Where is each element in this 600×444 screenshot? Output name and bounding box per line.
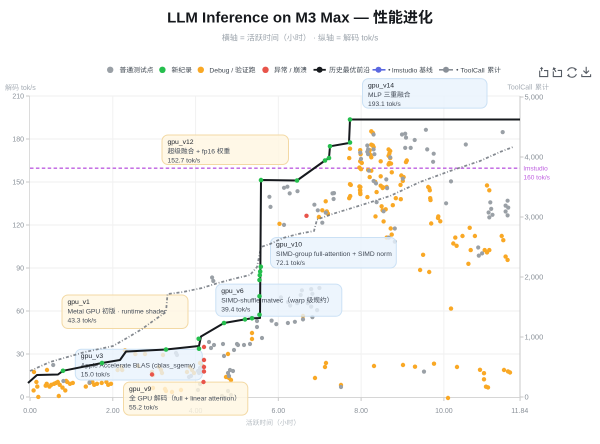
svg-text:ToolCall: ToolCall [507, 85, 534, 92]
svg-text:warp: warp [289, 297, 306, 304]
svg-text:60: 60 [16, 309, 24, 316]
svg-text:gpu_v14: gpu_v14 [368, 83, 394, 90]
svg-text:10.00: 10.00 [435, 408, 453, 415]
svg-text:1,000: 1,000 [525, 333, 544, 342]
svg-text:SIMD-group full-attention + SI: SIMD-group full-attention + SIMD norm [276, 251, 392, 258]
svg-text:11.84: 11.84 [511, 408, 528, 415]
svg-text:+ fp16: + fp16 [194, 148, 217, 155]
svg-text:2,000: 2,000 [525, 273, 544, 282]
svg-text:150: 150 [12, 180, 24, 187]
svg-text:30: 30 [16, 352, 24, 359]
svg-text:Metal GPU: Metal GPU [68, 308, 103, 315]
svg-text:8.00: 8.00 [354, 408, 368, 415]
svg-text:LLM Inference on M3 Max —: LLM Inference on M3 Max — [167, 10, 373, 27]
svg-text:39.4 tok/s: 39.4 tok/s [221, 306, 251, 313]
svg-text:·: · [311, 34, 318, 43]
svg-text:55.2 tok/s: 55.2 tok/s [129, 404, 159, 411]
svg-text:2.00: 2.00 [106, 408, 120, 415]
svg-text:0.00: 0.00 [23, 408, 37, 415]
svg-text:72.1 tok/s: 72.1 tok/s [276, 260, 306, 267]
svg-text:=: = [334, 34, 343, 43]
svg-text:=: = [238, 34, 247, 43]
svg-text:90: 90 [16, 266, 24, 273]
svg-text:160 tok/s: 160 tok/s [524, 175, 551, 182]
svg-text:180: 180 [12, 137, 24, 144]
svg-text:gpu_v12: gpu_v12 [168, 139, 194, 146]
svg-text:lmstudio: lmstudio [524, 166, 549, 173]
svg-text:gpu_v9: gpu_v9 [129, 386, 152, 393]
svg-text:tok/s: tok/s [19, 85, 36, 92]
svg-text:5,000: 5,000 [525, 93, 544, 102]
svg-text:gpu_v1: gpu_v1 [68, 299, 91, 306]
svg-text:Apple Accelerate BLAS (cblas_s: Apple Accelerate BLAS (cblas_sgemv) [81, 363, 196, 370]
svg-text:0: 0 [525, 393, 529, 402]
svg-text:GPU: GPU [136, 395, 154, 402]
svg-text:0: 0 [20, 395, 24, 402]
svg-text:lmstudio: lmstudio [392, 67, 419, 74]
svg-text:193.1 tok/s: 193.1 tok/s [368, 101, 401, 108]
svg-text:120: 120 [12, 223, 24, 230]
svg-text:Debug /: Debug / [209, 67, 235, 74]
svg-text:SIMD-shuffle matvec: SIMD-shuffle matvec [221, 297, 284, 304]
svg-text:6.00: 6.00 [272, 408, 286, 415]
svg-text:15.0 tok/s: 15.0 tok/s [81, 372, 111, 379]
svg-text:43.3 tok/s: 43.3 tok/s [68, 317, 98, 324]
svg-text:full + linear attention: full + linear attention [174, 395, 234, 402]
svg-text:ToolCall: ToolCall [461, 67, 487, 74]
svg-text:· runtime shader: · runtime shader [116, 308, 167, 315]
svg-text:gpu_v6: gpu_v6 [221, 288, 244, 295]
svg-text:MLP: MLP [368, 92, 384, 99]
svg-text:tok/s: tok/s [359, 34, 378, 43]
svg-text:4,000: 4,000 [525, 153, 544, 162]
svg-text:gpu_v10: gpu_v10 [276, 242, 302, 249]
svg-text:gpu_v3: gpu_v3 [81, 353, 104, 360]
svg-text:/: / [288, 67, 294, 74]
svg-text:3,000: 3,000 [525, 213, 544, 222]
svg-text:152.7 tok/s: 152.7 tok/s [168, 157, 201, 164]
svg-text:210: 210 [12, 94, 24, 101]
